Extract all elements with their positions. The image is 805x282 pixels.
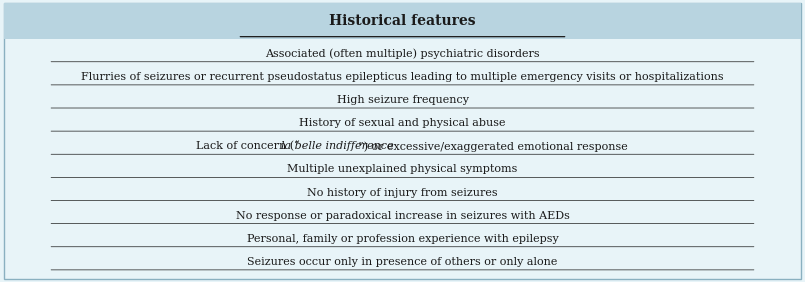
Text: Personal, family or profession experience with epilepsy: Personal, family or profession experienc… [246,234,559,244]
Bar [4,3,801,39]
Text: Historical features: Historical features [329,14,476,28]
Text: Seizures occur only in presence of others or only alone: Seizures occur only in presence of other… [247,257,558,267]
Text: Flurries of seizures or recurrent pseudostatus epilepticus leading to multiple e: Flurries of seizures or recurrent pseudo… [81,72,724,82]
Text: Lack of concern (“la belle indifference”) or excessive/exaggerated emotional res: Lack of concern (“la belle indifference”… [159,141,646,152]
Text: Multiple unexplained physical symptoms: Multiple unexplained physical symptoms [287,164,518,175]
Text: Lack of concern (“: Lack of concern (“ [196,141,299,152]
Text: Associated (often multiple) psychiatric disorders: Associated (often multiple) psychiatric … [265,49,540,59]
Text: No response or paradoxical increase in seizures with AEDs: No response or paradoxical increase in s… [236,211,569,221]
Text: la belle indifference: la belle indifference [282,141,394,151]
Text: No history of injury from seizures: No history of injury from seizures [308,188,497,198]
Text: High seizure frequency: High seizure frequency [336,95,469,105]
Text: ”) or excessive/exaggerated emotional response: ”) or excessive/exaggerated emotional re… [358,141,628,152]
Text: History of sexual and physical abuse: History of sexual and physical abuse [299,118,506,128]
